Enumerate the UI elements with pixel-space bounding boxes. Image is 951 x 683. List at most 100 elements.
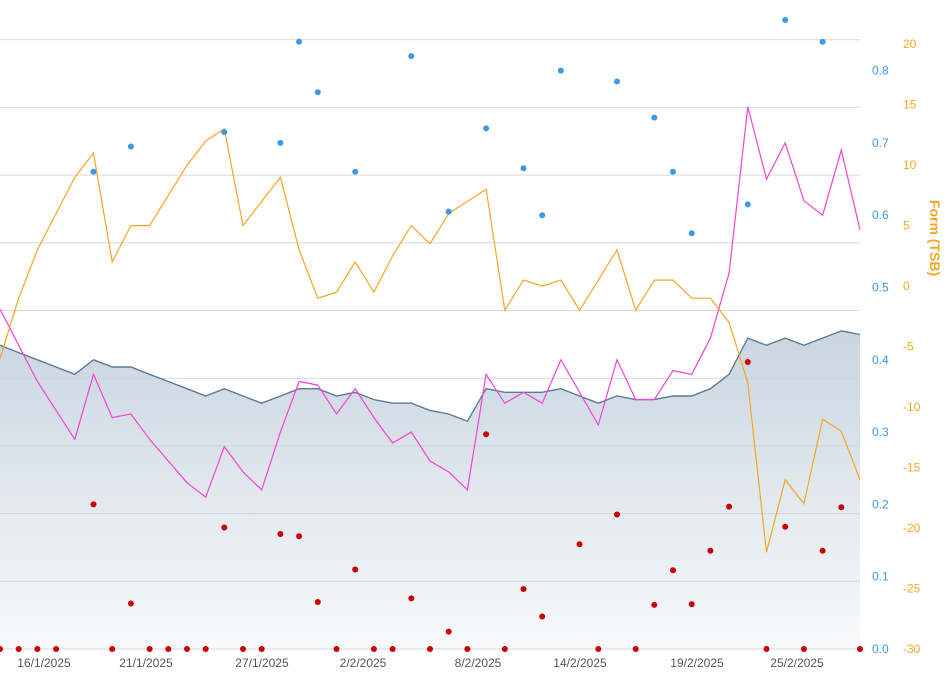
right-tick-label: 0.3 [872, 425, 889, 439]
blue-point [445, 208, 452, 215]
red-point [314, 599, 321, 605]
form-tick-label: 5 [903, 219, 910, 233]
red-point [15, 646, 22, 652]
form-tick-label: -15 [903, 461, 921, 475]
blue-point [221, 129, 228, 136]
blue-point [614, 78, 620, 85]
form-tick-label: -25 [903, 582, 921, 596]
red-point [184, 646, 190, 652]
red-point [782, 523, 789, 530]
blue-point [408, 53, 415, 60]
red-point [165, 646, 172, 652]
red-point [333, 646, 340, 652]
x-tick-label: 16/1/2025 [17, 656, 71, 670]
blue-point [483, 125, 490, 132]
red-point [800, 646, 807, 652]
red-point [221, 524, 228, 531]
red-point [501, 646, 508, 652]
form-tick-label: -30 [903, 642, 921, 656]
fitness-line [0, 330, 861, 423]
red-point [127, 600, 134, 607]
form-axis-title: Form (TSB) [927, 200, 943, 276]
right-tick-label: 0.8 [872, 64, 889, 78]
red-point [651, 601, 658, 608]
blue-point [352, 168, 359, 175]
red-point [838, 504, 845, 511]
red-point [53, 646, 60, 652]
x-axis-ticks: 16/1/2025 21/1/2025 27/1/2025 2/2/2025 8/2/2… [17, 656, 824, 670]
blue-point [557, 67, 564, 74]
red-point [352, 566, 359, 573]
blue-points-layer [90, 17, 826, 237]
pink-line-layer [0, 106, 861, 499]
form-tick-label: -10 [903, 400, 921, 414]
red-point [202, 646, 209, 652]
red-point [539, 613, 546, 620]
form-tick-label: 20 [903, 37, 917, 51]
red-point [857, 646, 863, 652]
right-tick-label: 0.4 [872, 353, 889, 367]
right-tick-label: 0.2 [872, 497, 889, 511]
blue-point [90, 168, 97, 175]
red-point [520, 586, 527, 592]
form-tick-label: 15 [903, 98, 917, 112]
red-point [744, 359, 751, 365]
blue-point [651, 114, 658, 121]
blue-point [688, 230, 695, 237]
x-tick-label: 25/2/2025 [770, 656, 824, 670]
red-point [34, 646, 41, 652]
pink-line [0, 106, 861, 499]
red-point [427, 646, 433, 652]
red-point [0, 646, 3, 652]
form-tick-label: 0 [903, 279, 910, 293]
blue-point [314, 89, 321, 96]
blue-point [296, 38, 303, 45]
blue-point [744, 201, 751, 208]
blue-point [127, 143, 134, 150]
red-point [688, 601, 695, 608]
blue-point [670, 168, 676, 175]
right-inner-axis: 0.0 0.1 0.2 0.3 0.4 0.5 0.6 0.7 0.8 [872, 64, 889, 656]
red-point [483, 431, 490, 438]
x-tick-label: 21/1/2025 [119, 656, 173, 670]
form-line [0, 127, 861, 553]
red-point [763, 646, 770, 652]
blue-point [520, 165, 527, 172]
x-tick-label: 2/2/2025 [340, 656, 387, 670]
blue-point [819, 38, 826, 45]
red-point [389, 646, 396, 652]
blue-point [782, 17, 789, 23]
form-tick-label: 10 [903, 158, 917, 172]
red-point [408, 595, 415, 602]
red-point [707, 547, 714, 554]
red-point [109, 646, 116, 652]
red-point [614, 511, 620, 518]
form-line-layer [0, 127, 861, 553]
red-points-layer [0, 359, 863, 652]
red-point [576, 541, 583, 548]
form-tick-label: -5 [903, 340, 914, 354]
red-point [445, 628, 452, 635]
blue-point [539, 212, 546, 219]
red-point [90, 501, 97, 508]
right-outer-axis: -30 -25 -20 -15 -10 -5 0 5 10 15 20 [903, 37, 921, 656]
red-point [146, 646, 153, 652]
right-tick-label: 0.7 [872, 136, 889, 150]
red-point [670, 567, 676, 574]
right-tick-label: 0.0 [872, 642, 889, 656]
x-tick-label: 19/2/2025 [670, 656, 724, 670]
red-point [726, 503, 733, 510]
red-point [632, 646, 639, 652]
red-point [240, 646, 246, 652]
fitness-area [0, 330, 861, 649]
x-tick-label: 27/1/2025 [235, 656, 289, 670]
red-point [277, 531, 284, 537]
right-tick-label: 0.5 [872, 281, 889, 295]
fitness-area-fill [0, 330, 860, 649]
form-tick-label: -20 [903, 521, 921, 535]
blue-point [277, 139, 284, 146]
red-point [819, 547, 826, 554]
red-point [370, 646, 377, 652]
red-point [595, 646, 602, 652]
